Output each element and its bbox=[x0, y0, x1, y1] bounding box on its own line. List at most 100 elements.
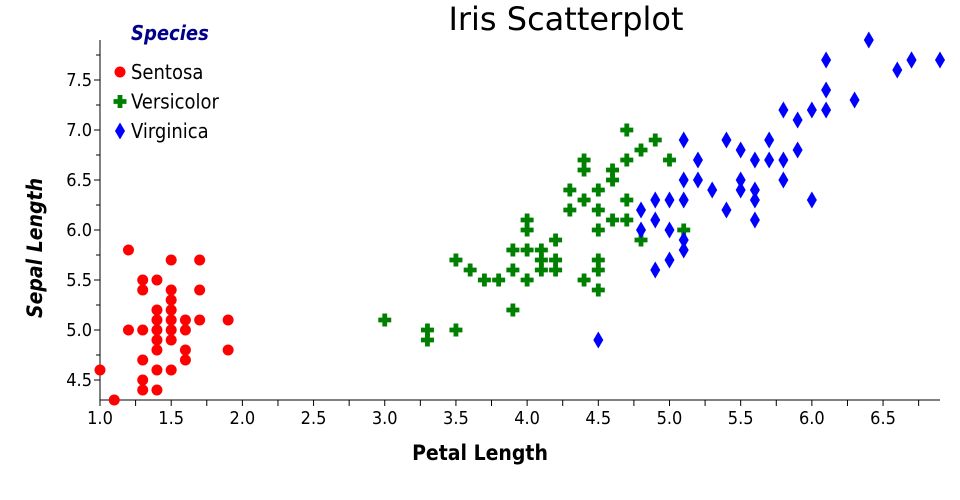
legend-label-sentosa: Sentosa bbox=[131, 60, 203, 84]
circle-point bbox=[137, 384, 149, 396]
diamond-point bbox=[764, 131, 775, 149]
circle-point bbox=[179, 354, 191, 366]
cross-point bbox=[563, 183, 577, 197]
cross-point bbox=[634, 233, 648, 247]
circle-point bbox=[165, 304, 177, 316]
cross-point bbox=[648, 133, 662, 147]
circle-point bbox=[165, 364, 177, 376]
diamond-point bbox=[692, 151, 703, 169]
cross-point bbox=[449, 323, 463, 337]
diamond-point bbox=[664, 221, 675, 239]
y-tick-label: 5.0 bbox=[66, 320, 92, 341]
diamond-point bbox=[821, 101, 832, 119]
cross-point bbox=[662, 153, 676, 167]
circle-point bbox=[179, 344, 191, 356]
circle-point bbox=[222, 314, 234, 326]
cross-point bbox=[577, 193, 591, 207]
cross-point bbox=[591, 263, 605, 277]
cross-point bbox=[506, 243, 520, 257]
diamond-point bbox=[664, 251, 675, 269]
x-tick-label: 6.5 bbox=[870, 408, 896, 429]
cross-point bbox=[591, 253, 605, 267]
circle-point bbox=[151, 384, 163, 396]
y-tick-label: 7.0 bbox=[66, 120, 92, 141]
circle-point bbox=[165, 254, 177, 266]
cross-point bbox=[420, 333, 434, 347]
circle-point bbox=[108, 394, 120, 406]
diamond-point bbox=[792, 141, 803, 159]
legend-marker-virginica bbox=[115, 122, 125, 140]
legend-label-virginica: Virginica bbox=[131, 119, 209, 143]
cross-point bbox=[677, 223, 691, 237]
circle-point bbox=[122, 244, 134, 256]
cross-point bbox=[620, 213, 634, 227]
circle-point bbox=[165, 294, 177, 306]
y-tick-label: 6.0 bbox=[66, 220, 92, 241]
diamond-point bbox=[849, 91, 860, 109]
cross-point bbox=[506, 303, 520, 317]
diamond-point bbox=[863, 31, 874, 49]
cross-point bbox=[549, 233, 563, 247]
diamond-point bbox=[806, 191, 817, 209]
circle-point bbox=[179, 324, 191, 336]
cross-point bbox=[492, 273, 506, 287]
x-tick-label: 2.5 bbox=[301, 408, 327, 429]
diamond-point bbox=[778, 151, 789, 169]
diamond-point bbox=[749, 181, 760, 199]
series-versicolor bbox=[378, 123, 691, 347]
diamond-point bbox=[749, 211, 760, 229]
x-tick-label: 2.0 bbox=[229, 408, 255, 429]
cross-point bbox=[549, 253, 563, 267]
cross-point bbox=[606, 173, 620, 187]
circle-point bbox=[151, 344, 163, 356]
cross-point bbox=[506, 263, 520, 277]
cross-point bbox=[420, 323, 434, 337]
legend-marker-versicolor bbox=[113, 95, 127, 108]
diamond-point bbox=[906, 51, 917, 69]
x-tick-label: 5.0 bbox=[657, 408, 683, 429]
diamond-point bbox=[678, 231, 689, 249]
circle-point bbox=[151, 364, 163, 376]
cross-point bbox=[534, 263, 548, 277]
series-virginica bbox=[593, 31, 945, 349]
diamond-point bbox=[692, 171, 703, 189]
diamond-point bbox=[664, 191, 675, 209]
legend-title: Species bbox=[131, 21, 209, 45]
cross-point bbox=[591, 183, 605, 197]
cross-point bbox=[606, 213, 620, 227]
diamond-point bbox=[764, 151, 775, 169]
x-tick-label: 6.0 bbox=[799, 408, 825, 429]
diamond-point bbox=[636, 201, 647, 219]
circle-point bbox=[151, 314, 163, 326]
x-tick-label: 3.0 bbox=[372, 408, 398, 429]
circle-point bbox=[222, 344, 234, 356]
diamond-point bbox=[678, 191, 689, 209]
y-tick-label: 5.5 bbox=[66, 270, 92, 291]
axes bbox=[99, 40, 940, 401]
circle-point bbox=[165, 314, 177, 326]
y-axis-label: Sepal Length bbox=[23, 178, 47, 318]
legend-label-versicolor: Versicolor bbox=[131, 90, 219, 114]
x-axis-label: Petal Length bbox=[412, 441, 548, 465]
x-tick-label: 5.5 bbox=[728, 408, 754, 429]
legend: Species Sentosa Versicolor Virginica bbox=[113, 21, 219, 143]
diamond-point bbox=[749, 191, 760, 209]
circle-point bbox=[94, 364, 106, 376]
circle-point bbox=[151, 274, 163, 286]
circle-point bbox=[137, 284, 149, 296]
cross-point bbox=[520, 223, 534, 237]
chart-title: Iris Scatterplot bbox=[448, 0, 683, 38]
diamond-point bbox=[650, 191, 661, 209]
diamond-point bbox=[778, 171, 789, 189]
circle-point bbox=[151, 324, 163, 336]
cross-point bbox=[449, 253, 463, 267]
cross-point bbox=[520, 243, 534, 257]
cross-point bbox=[520, 213, 534, 227]
legend-marker-sentosa bbox=[114, 66, 126, 78]
diamond-point bbox=[735, 181, 746, 199]
x-tick-label: 4.5 bbox=[585, 408, 611, 429]
diamond-point bbox=[806, 101, 817, 119]
cross-point bbox=[378, 313, 392, 327]
cross-point bbox=[620, 193, 634, 207]
